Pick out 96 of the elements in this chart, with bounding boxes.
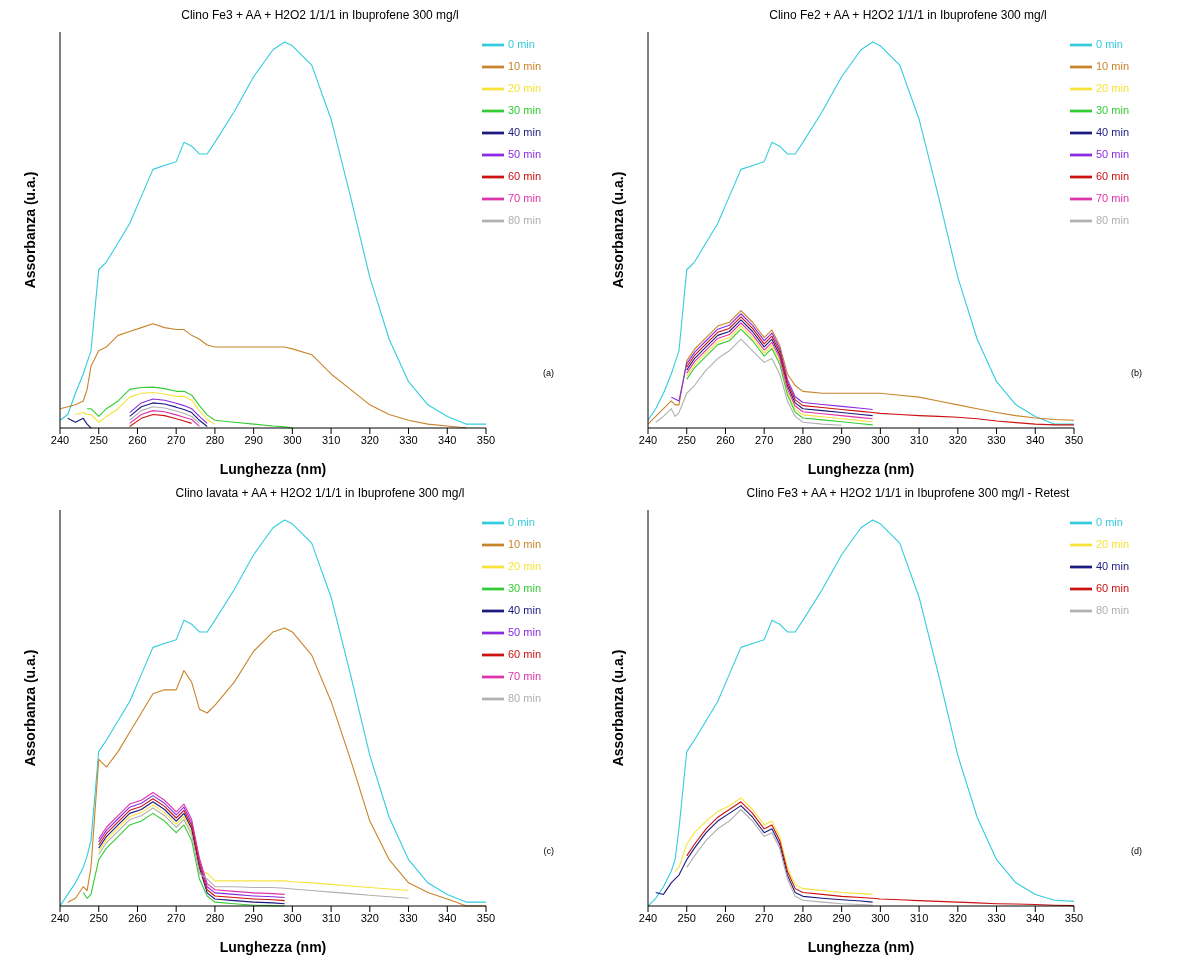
chart-title: Clino lavata + AA + H2O2 1/1/1 in Ibuprofene 300 mg/l <box>174 486 466 502</box>
legend-label: 20 min <box>1096 81 1130 94</box>
x-tick-label: 340 <box>1026 911 1045 924</box>
x-tick-label: 270 <box>755 433 774 446</box>
y-axis-title: Assorbanza (u.a.) <box>609 649 626 767</box>
x-tick-label: 250 <box>677 911 696 924</box>
legend-label: 0 min <box>508 37 535 50</box>
x-tick-label: 250 <box>89 433 108 446</box>
x-tick-label: 290 <box>244 433 263 446</box>
x-tick-label: 330 <box>399 433 418 446</box>
legend-label: 20 min <box>508 81 542 94</box>
x-tick-label: 260 <box>128 433 147 446</box>
x-tick-label: 290 <box>832 911 851 924</box>
x-tick-label: 300 <box>871 911 890 924</box>
chart-title: Clino Fe3 + AA + H2O2 1/1/1 in Ibuprofene 300 mg/l <box>180 8 460 24</box>
x-tick-label: 330 <box>987 911 1006 924</box>
chart-title: Clino Fe3 + AA + H2O2 1/1/1 in Ibuprofene 300 mg/l - Retest <box>745 486 1071 502</box>
x-tick-label: 240 <box>50 433 70 446</box>
x-tick-label: 280 <box>205 911 225 924</box>
legend-label: 80 min <box>1096 603 1130 616</box>
x-tick-label: 340 <box>438 433 457 446</box>
x-tick-label: 350 <box>1064 911 1084 924</box>
text: (c) <box>543 846 554 856</box>
legend-label: 0 min <box>508 515 535 528</box>
x-tick-label: 250 <box>677 433 696 446</box>
chart-title: Clino Fe2 + AA + H2O2 1/1/1 in Ibuprofene 300 mg/l <box>768 8 1048 24</box>
y-axis-title: Assorbanza (u.a.) <box>21 171 38 289</box>
text: (d) <box>1131 846 1142 856</box>
x-tick-label: 350 <box>476 911 496 924</box>
x-tick-label: 300 <box>283 911 302 924</box>
x-tick-label: 320 <box>360 433 379 446</box>
legend-label: 30 min <box>508 103 542 116</box>
legend-label: 70 min <box>1096 191 1130 204</box>
text: (b) <box>1131 368 1142 378</box>
legend-label: 30 min <box>1096 103 1130 116</box>
legend-label: 80 min <box>508 213 542 226</box>
y-axis-title: Assorbanza (u.a.) <box>21 649 38 767</box>
x-tick-label: 280 <box>205 433 225 446</box>
x-tick-label: 310 <box>321 911 341 924</box>
x-tick-label: 340 <box>438 911 457 924</box>
legend-label: 0 min <box>1096 37 1123 50</box>
x-tick-label: 300 <box>871 433 890 446</box>
x-tick-label: 310 <box>321 433 341 446</box>
x-tick-label: 250 <box>89 911 108 924</box>
x-tick-label: 320 <box>360 911 379 924</box>
x-tick-label: 280 <box>793 911 813 924</box>
legend-label: 40 min <box>508 603 542 616</box>
legend-label: 40 min <box>1096 125 1130 138</box>
legend-label: 60 min <box>508 647 542 660</box>
x-tick-label: 350 <box>1064 433 1084 446</box>
x-tick-label: 330 <box>987 433 1006 446</box>
legend-label: 30 min <box>508 581 542 594</box>
legend-label: 50 min <box>1096 147 1130 160</box>
x-tick-label: 270 <box>755 911 774 924</box>
x-tick-label: 310 <box>909 433 929 446</box>
x-axis-title: Lunghezza (nm) <box>219 461 327 477</box>
x-tick-label: 240 <box>638 433 658 446</box>
x-tick-label: 260 <box>716 433 735 446</box>
legend-label: 0 min <box>1096 515 1123 528</box>
x-axis-title: Lunghezza (nm) <box>807 461 915 477</box>
legend-label: 70 min <box>508 191 542 204</box>
legend-label: 60 min <box>1096 581 1130 594</box>
legend-label: 80 min <box>1096 213 1130 226</box>
x-axis-title: Lunghezza (nm) <box>807 939 915 955</box>
legend-label: 40 min <box>1096 559 1130 572</box>
x-tick-label: 330 <box>399 911 418 924</box>
legend-label: 50 min <box>508 625 542 638</box>
legend-label: 60 min <box>1096 169 1130 182</box>
x-tick-label: 260 <box>128 911 147 924</box>
x-tick-label: 340 <box>1026 433 1045 446</box>
legend-label: 40 min <box>508 125 542 138</box>
x-tick-label: 320 <box>948 433 967 446</box>
x-tick-label: 310 <box>909 911 929 924</box>
x-axis-title: Lunghezza (nm) <box>219 939 327 955</box>
x-tick-label: 350 <box>476 433 496 446</box>
x-tick-label: 270 <box>167 433 186 446</box>
legend-label: 10 min <box>1096 59 1130 72</box>
x-tick-label: 270 <box>167 911 186 924</box>
y-axis-title: Assorbanza (u.a.) <box>609 171 626 289</box>
x-tick-label: 320 <box>948 911 967 924</box>
legend-label: 20 min <box>508 559 542 572</box>
x-tick-label: 240 <box>50 911 70 924</box>
legend-label: 70 min <box>508 669 542 682</box>
x-tick-label: 280 <box>793 433 813 446</box>
x-tick-label: 300 <box>283 433 302 446</box>
legend-label: 20 min <box>1096 537 1130 550</box>
legend-label: 60 min <box>508 169 542 182</box>
x-tick-label: 260 <box>716 911 735 924</box>
x-tick-label: 290 <box>832 433 851 446</box>
x-tick-label: 290 <box>244 911 263 924</box>
legend-label: 10 min <box>508 59 542 72</box>
legend-label: 10 min <box>508 537 542 550</box>
legend-label: 80 min <box>508 691 542 704</box>
legend-label: 50 min <box>508 147 542 160</box>
text: (a) <box>543 368 554 378</box>
x-tick-label: 240 <box>638 911 658 924</box>
